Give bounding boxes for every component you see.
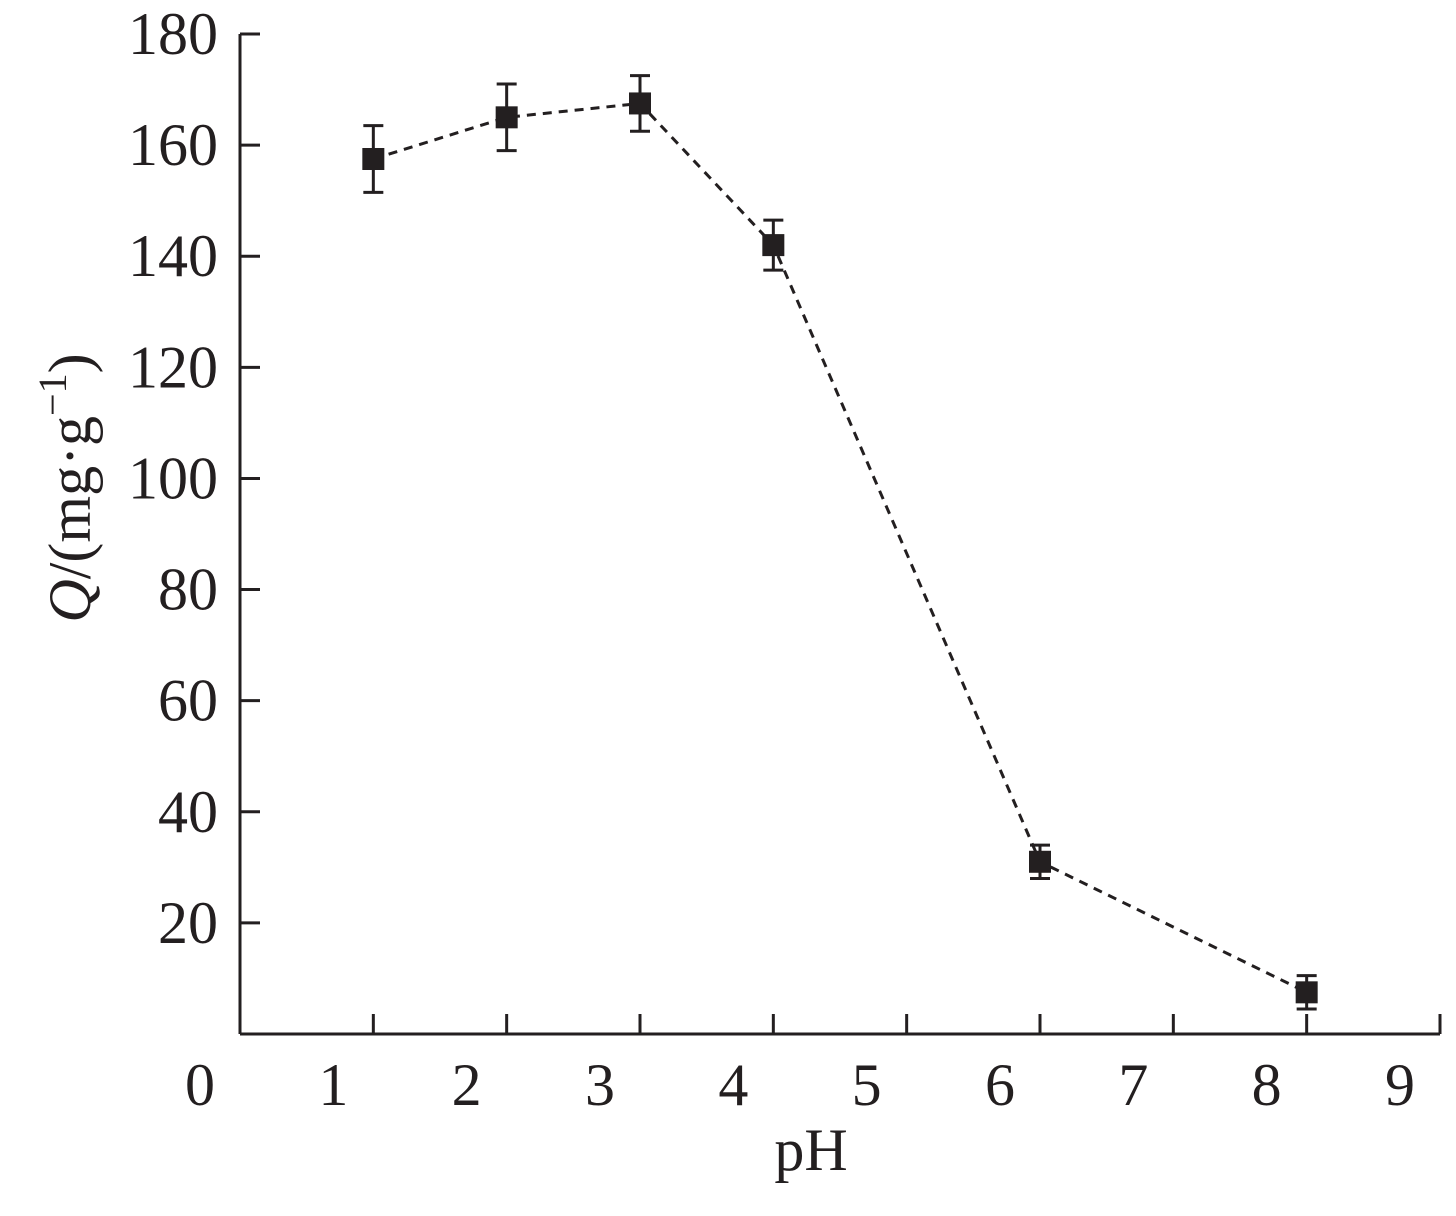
x-tick-label: 0 [185,1052,215,1118]
y-tick-label: 20 [158,890,218,956]
y-tick-label: 80 [158,557,218,623]
y-tick-label: 120 [128,334,218,400]
axes [238,34,1440,1036]
data-point [362,148,385,170]
data-point [1029,850,1051,873]
x-tick-label: 1 [318,1052,348,1118]
y-tick-label: 40 [158,779,218,845]
ticks: 0 1 2 3 4 5 6 7 8 9 20 40 60 80 100 120 140 160 180 [128,1,1442,1118]
x-tick-label: 8 [1252,1052,1282,1118]
y-axis-title-unit: /(mg·g [37,416,103,579]
y-tick-label: 140 [128,223,218,289]
data-point [495,106,518,129]
y-tick-label: 160 [128,112,218,178]
x-tick-label: 9 [1385,1052,1415,1118]
series-line [372,101,1308,994]
x-tick-label: 6 [985,1052,1015,1118]
y-axis-title: Q/(mg·g−1) [30,353,103,622]
x-axis-title: pH [774,1117,847,1183]
data-point [629,92,651,115]
data-point [762,234,785,257]
x-tick-label: 7 [1118,1052,1148,1118]
y-tick-label: 100 [128,445,218,511]
x-tick-label: 3 [585,1052,615,1118]
y-axis-title-symbol: Q [37,579,103,622]
y-axis-title-close: ) [37,353,103,373]
y-axis-title-exponent: −1 [30,373,75,416]
y-tick-label: 180 [128,1,218,67]
series [362,74,1318,1011]
x-tick-label: 4 [718,1052,748,1118]
x-tick-label: 5 [852,1052,882,1118]
x-tick-label: 2 [452,1052,482,1118]
y-tick-label: 60 [158,668,218,734]
data-point [1295,981,1318,1004]
